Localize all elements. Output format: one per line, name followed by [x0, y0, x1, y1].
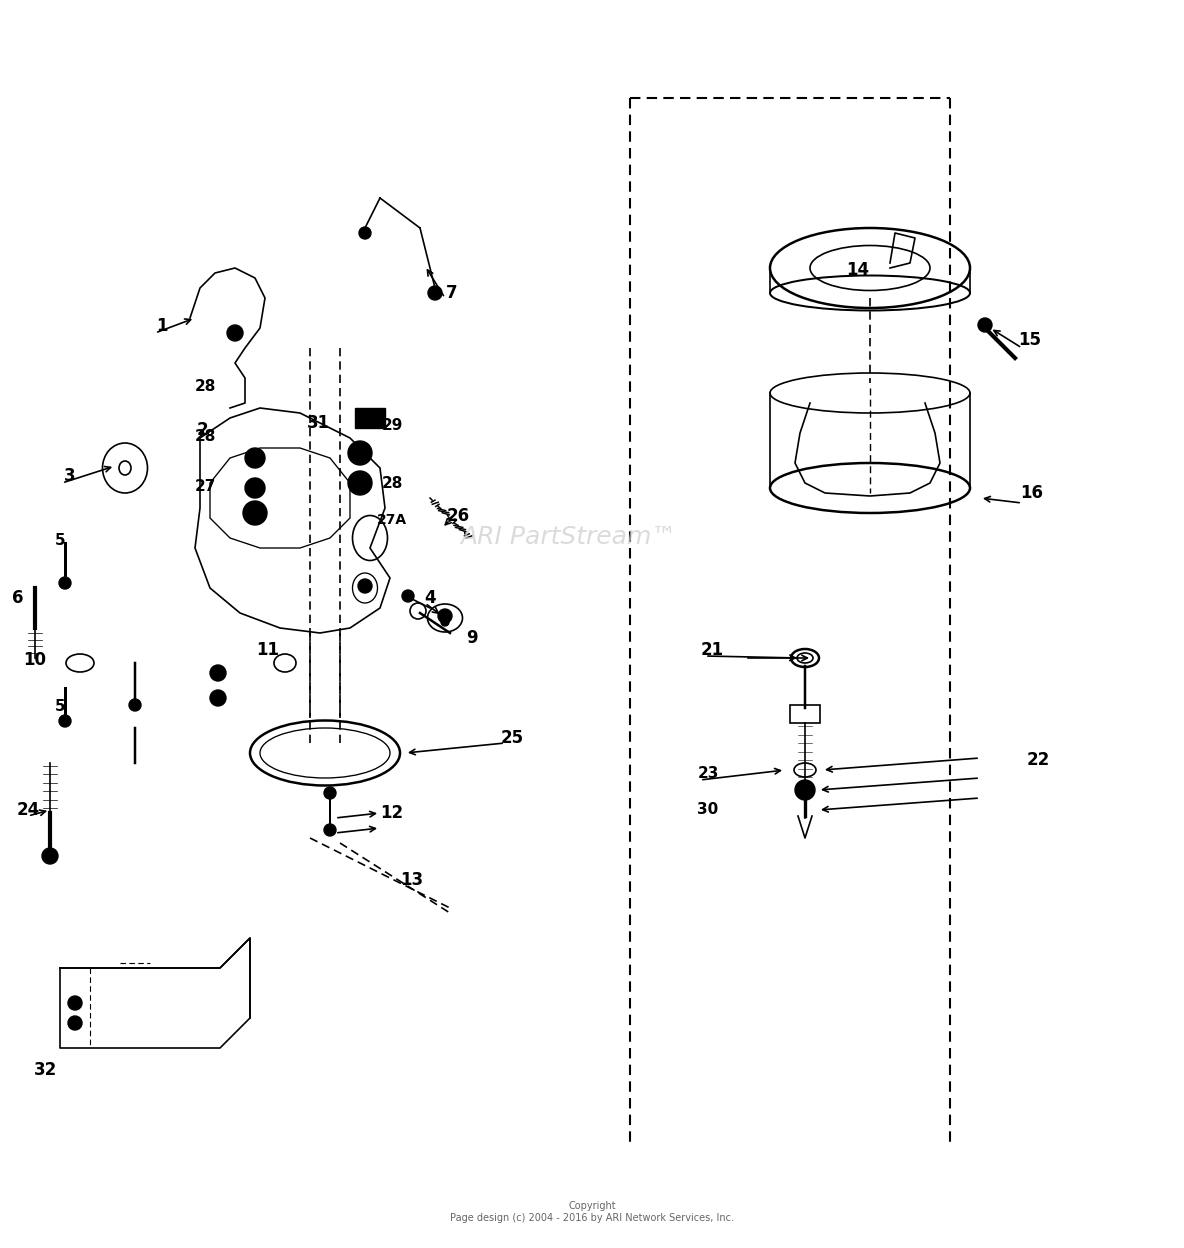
Text: 28: 28 [194, 378, 215, 393]
Text: ARI PartStream™: ARI PartStream™ [461, 524, 676, 549]
Text: 16: 16 [1021, 484, 1043, 502]
Circle shape [210, 665, 226, 681]
Text: Copyright
Page design (c) 2004 - 2016 by ARI Network Services, Inc.: Copyright Page design (c) 2004 - 2016 by… [450, 1202, 734, 1223]
Text: 2: 2 [197, 421, 208, 439]
Circle shape [440, 618, 449, 626]
Text: 10: 10 [24, 651, 46, 669]
Text: 12: 12 [380, 804, 404, 822]
Text: 15: 15 [1018, 331, 1042, 349]
Circle shape [67, 996, 82, 1010]
Circle shape [358, 579, 372, 593]
Text: 6: 6 [12, 589, 24, 607]
Text: 22: 22 [1027, 751, 1050, 769]
Circle shape [245, 448, 265, 468]
Text: 11: 11 [257, 641, 279, 659]
Circle shape [67, 1016, 82, 1030]
Circle shape [59, 577, 71, 589]
Circle shape [324, 787, 336, 799]
Text: 9: 9 [466, 629, 478, 646]
Circle shape [243, 500, 268, 525]
Text: 5: 5 [54, 533, 65, 548]
Circle shape [324, 824, 336, 836]
Text: 7: 7 [446, 285, 458, 302]
Text: 14: 14 [847, 261, 869, 280]
Text: 25: 25 [501, 729, 523, 748]
Text: 28: 28 [381, 475, 403, 490]
Text: 3: 3 [64, 467, 76, 485]
Circle shape [359, 227, 371, 240]
Text: 13: 13 [400, 871, 424, 889]
Text: 31: 31 [307, 414, 329, 432]
Text: 27A: 27A [377, 513, 407, 527]
Circle shape [59, 715, 71, 728]
Text: 32: 32 [33, 1061, 57, 1080]
Circle shape [245, 478, 265, 498]
Text: 21: 21 [701, 641, 723, 659]
Text: 26: 26 [446, 507, 470, 525]
Circle shape [978, 318, 992, 332]
Polygon shape [355, 408, 385, 428]
Circle shape [403, 590, 414, 602]
Text: 1: 1 [156, 317, 168, 334]
Text: 23: 23 [697, 765, 719, 780]
Text: 5: 5 [54, 699, 65, 714]
Circle shape [794, 780, 815, 800]
Text: 28: 28 [194, 428, 215, 443]
Text: 27: 27 [194, 478, 215, 493]
Text: 4: 4 [424, 589, 436, 607]
Text: 24: 24 [17, 801, 39, 819]
Circle shape [227, 324, 243, 341]
Text: 30: 30 [697, 802, 719, 817]
Text: 29: 29 [381, 418, 403, 433]
Circle shape [427, 286, 442, 300]
Circle shape [210, 690, 226, 706]
Circle shape [41, 847, 58, 864]
Circle shape [348, 441, 372, 466]
Circle shape [129, 699, 141, 711]
Circle shape [438, 609, 452, 623]
Circle shape [348, 470, 372, 495]
